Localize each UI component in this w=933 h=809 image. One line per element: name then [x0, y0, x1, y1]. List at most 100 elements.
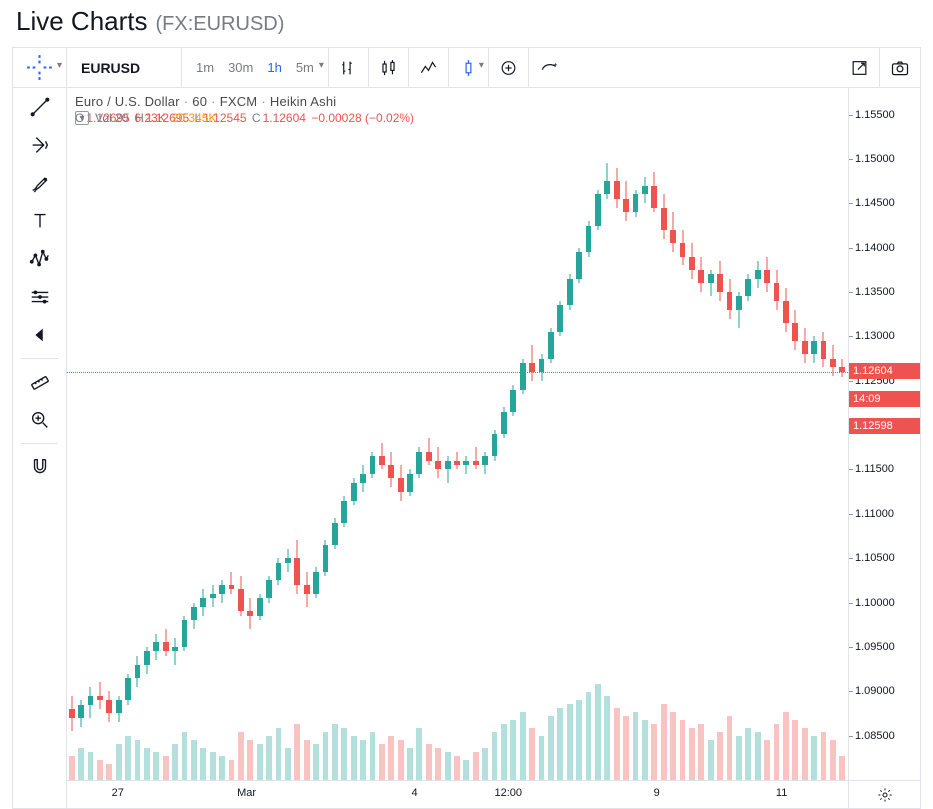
candle [182, 88, 188, 780]
volume-bar [276, 728, 282, 780]
page-title: Live Charts (FX:EURUSD) [0, 0, 933, 47]
candle [792, 88, 798, 780]
volume-bar [153, 752, 159, 780]
volume-bar [144, 748, 150, 780]
price-tag: 14:09 [849, 391, 920, 407]
trendline-tool-icon[interactable] [13, 88, 66, 126]
candle [426, 88, 432, 780]
price-tag: 1.12604 [849, 363, 920, 379]
symbol-text: EURUSD [81, 60, 140, 76]
legend-vol-v1: 6.23K [134, 111, 165, 125]
volume-bar [200, 748, 206, 780]
candle [783, 88, 789, 780]
candle [313, 88, 319, 780]
volume-bar [435, 748, 441, 780]
candle [191, 88, 197, 780]
symbol-selector[interactable]: EURUSD [67, 48, 182, 88]
volume-bar [454, 756, 460, 780]
candle [332, 88, 338, 780]
candle [830, 88, 836, 780]
price-tag: 1.12598 [849, 418, 920, 434]
text-tool-icon[interactable] [13, 202, 66, 240]
pattern-tool-icon[interactable] [13, 240, 66, 278]
candle [323, 88, 329, 780]
candle [708, 88, 714, 780]
volume-bar [407, 748, 413, 780]
interval-1h[interactable]: 1h [263, 60, 285, 75]
candle [623, 88, 629, 780]
candle [360, 88, 366, 780]
volume-bar [708, 740, 714, 780]
candle [642, 88, 648, 780]
time-axis[interactable]: 27Mar412:00911 [67, 780, 920, 808]
volume-bar [341, 728, 347, 780]
interval-1m[interactable]: 1m [192, 60, 218, 75]
candle [125, 88, 131, 780]
magnet-tool-icon[interactable] [13, 448, 66, 486]
candle [210, 88, 216, 780]
candle [454, 88, 460, 780]
measure-tool-icon[interactable] [13, 363, 66, 401]
volume-bar [398, 740, 404, 780]
volume-bar [698, 724, 704, 780]
brush-tool-icon[interactable] [13, 164, 66, 202]
page-title-text: Live Charts [16, 6, 148, 37]
snapshot-button[interactable] [880, 48, 920, 88]
bar-style-button[interactable] [329, 48, 369, 88]
legend-vol-v2: 20.345K [172, 111, 217, 125]
undo-button[interactable]: + [529, 48, 569, 88]
candle [163, 88, 169, 780]
chart-legend: Euro / U.S. Dollar·60·FXCM·Heikin Ashi O… [75, 94, 416, 125]
page-subtitle: (FX:EURUSD) [156, 13, 285, 36]
y-tick: 1.11500 [855, 463, 894, 475]
candle [510, 88, 516, 780]
y-tick: 1.11000 [855, 508, 894, 520]
alert-button[interactable] [489, 48, 529, 88]
chart-wrap: Euro / U.S. Dollar·60·FXCM·Heikin Ashi O… [67, 88, 920, 808]
volume-toggle-icon[interactable]: ▾ [75, 111, 89, 125]
volume-bar [266, 736, 272, 780]
popout-button[interactable] [840, 48, 880, 88]
volume-bar [463, 760, 469, 780]
candle [520, 88, 526, 780]
collapse-toolbar-icon[interactable] [13, 316, 66, 354]
compare-button[interactable] [409, 48, 449, 88]
candle [370, 88, 376, 780]
volume-bar [586, 692, 592, 780]
price-plot[interactable]: Euro / U.S. Dollar·60·FXCM·Heikin Ashi O… [67, 88, 848, 780]
axis-settings-icon[interactable] [848, 781, 920, 808]
candle [304, 88, 310, 780]
candle [238, 88, 244, 780]
volume-bar [595, 684, 601, 780]
x-tick: 11 [776, 787, 787, 799]
cursor-tool[interactable]: ▾ [13, 48, 67, 88]
volume-bar [97, 760, 103, 780]
volume-bar [651, 724, 657, 780]
volume-bar [351, 736, 357, 780]
y-tick: 1.13000 [855, 330, 895, 342]
volume-bar [172, 744, 178, 780]
interval-5m[interactable]: 5m [292, 60, 318, 75]
candle [398, 88, 404, 780]
volume-bar [116, 744, 122, 780]
interval-30m[interactable]: 30m [224, 60, 257, 75]
interval-selector[interactable]: 1m30m1h5m ▾ [182, 48, 329, 88]
candle [266, 88, 272, 780]
candle [445, 88, 451, 780]
pitchfork-tool-icon[interactable] [13, 126, 66, 164]
price-axis[interactable]: 1.155001.150001.145001.140001.135001.130… [848, 88, 920, 780]
projection-tool-icon[interactable] [13, 278, 66, 316]
volume-bar [238, 732, 244, 780]
y-tick: 1.10500 [855, 552, 895, 564]
indicators-button[interactable]: ▾ [449, 48, 489, 88]
candle [604, 88, 610, 780]
volume-bar [567, 704, 573, 780]
volume-bar [510, 720, 516, 780]
candle-style-button[interactable] [369, 48, 409, 88]
volume-bar [247, 740, 253, 780]
candle [764, 88, 770, 780]
zoom-tool-icon[interactable] [13, 401, 66, 439]
candle [463, 88, 469, 780]
y-tick: 1.15500 [855, 109, 895, 121]
y-tick: 1.14500 [855, 197, 895, 209]
